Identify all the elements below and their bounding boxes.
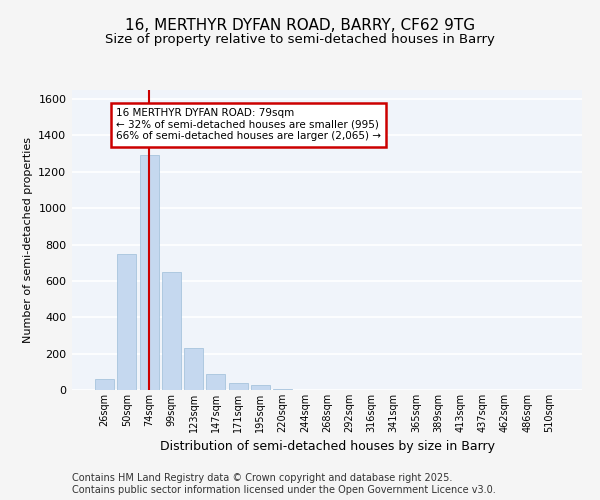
Bar [184, 348, 203, 390]
Text: 16, MERTHYR DYFAN ROAD, BARRY, CF62 9TG: 16, MERTHYR DYFAN ROAD, BARRY, CF62 9TG [125, 18, 475, 32]
X-axis label: Distribution of semi-detached houses by size in Barry: Distribution of semi-detached houses by … [160, 440, 494, 454]
Bar [206, 374, 225, 390]
Bar [229, 382, 248, 390]
Bar [118, 254, 136, 390]
Y-axis label: Number of semi-detached properties: Number of semi-detached properties [23, 137, 33, 343]
Text: Size of property relative to semi-detached houses in Barry: Size of property relative to semi-detach… [105, 32, 495, 46]
Bar [95, 379, 114, 390]
Bar [140, 156, 158, 390]
Text: 16 MERTHYR DYFAN ROAD: 79sqm
← 32% of semi-detached houses are smaller (995)
66%: 16 MERTHYR DYFAN ROAD: 79sqm ← 32% of se… [116, 108, 381, 142]
Text: Contains HM Land Registry data © Crown copyright and database right 2025.
Contai: Contains HM Land Registry data © Crown c… [72, 474, 496, 495]
Bar [251, 386, 270, 390]
Bar [162, 272, 181, 390]
Bar [273, 388, 292, 390]
